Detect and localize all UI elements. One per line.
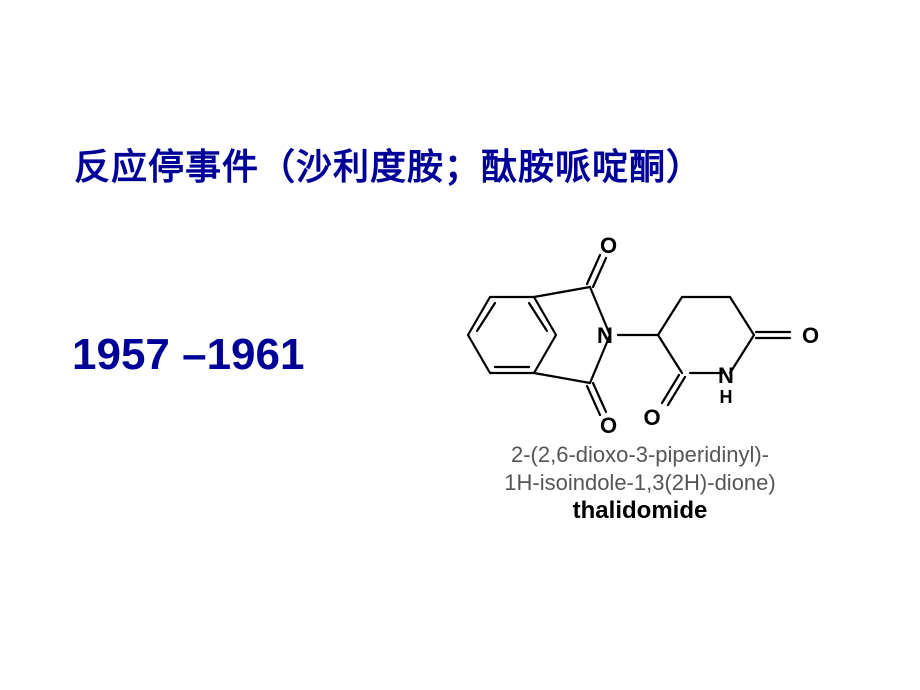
svg-text:O: O (643, 405, 660, 430)
iupac-name: 2-(2,6-dioxo-3-piperidinyl)- 1H-isoindol… (430, 441, 850, 526)
iupac-line-2: 1H-isoindole-1,3(2H)-dione) (430, 469, 850, 497)
svg-text:H: H (720, 387, 733, 407)
svg-text:O: O (600, 413, 617, 435)
iupac-line-1: 2-(2,6-dioxo-3-piperidinyl)- (430, 441, 850, 469)
svg-text:N: N (718, 363, 734, 388)
svg-text:O: O (600, 235, 617, 258)
chemical-figure: O O N N H O O 2-(2,6-dioxo-3-piperidinyl… (430, 235, 850, 526)
compound-common-name: thalidomide (430, 496, 850, 526)
thalidomide-structure: O O N N H O O (440, 235, 840, 435)
svg-text:N: N (597, 323, 613, 348)
year-range: 1957 –1961 (72, 330, 304, 380)
slide-title: 反应停事件（沙利度胺；酞胺哌啶酮） (74, 138, 703, 190)
svg-text:O: O (802, 323, 819, 348)
